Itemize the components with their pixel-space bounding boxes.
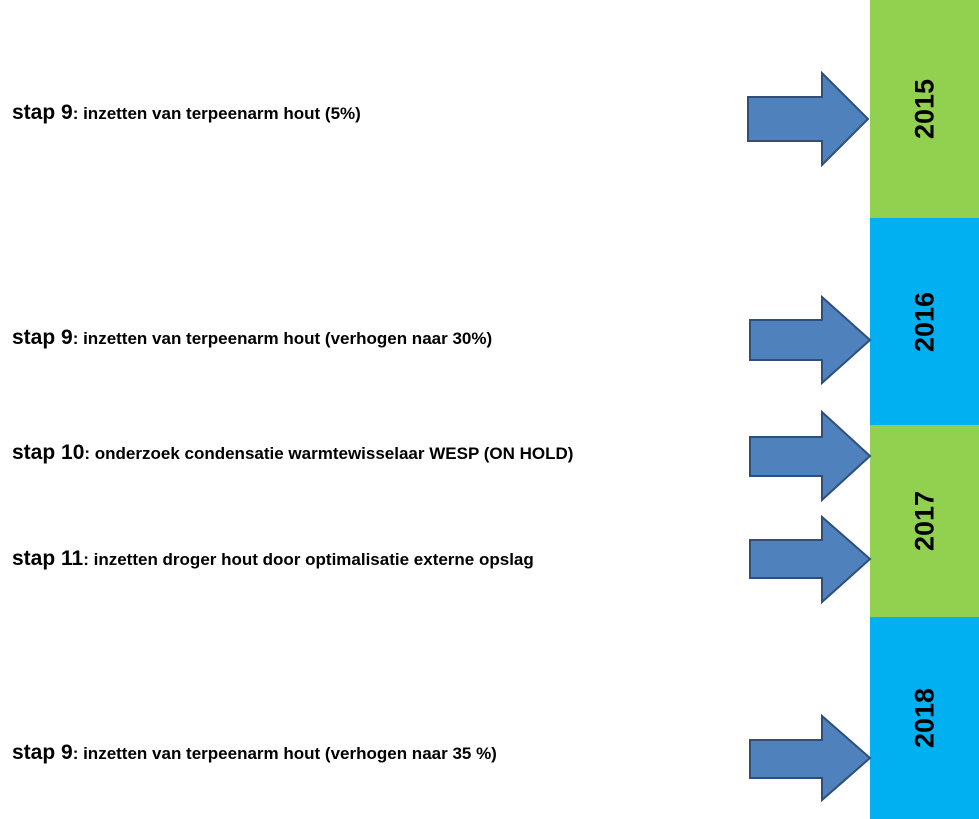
arrow — [749, 294, 872, 386]
arrow — [749, 514, 872, 605]
step: stap 9: inzetten van terpeenarm hout (ve… — [12, 738, 757, 769]
step-label: stap 9 — [12, 101, 73, 124]
step-label: stap 11 — [12, 547, 84, 570]
step-text: : inzetten van terpeenarm hout (verhogen… — [72, 744, 497, 763]
year-band: 2016 — [870, 218, 979, 425]
step-text: : inzetten van terpeenarm hout (5%) — [72, 104, 361, 123]
step-text: : inzetten droger hout door optimalisati… — [83, 550, 534, 569]
step: stap 9: inzetten van terpeenarm hout (ve… — [12, 323, 752, 354]
arrow — [747, 70, 870, 168]
year-band: 2018 — [870, 617, 979, 819]
step: stap 9: inzetten van terpeenarm hout (5%… — [12, 98, 752, 129]
step-label: stap 9 — [12, 326, 73, 349]
step-label: stap 10 — [12, 441, 85, 464]
step: stap 10: onderzoek condensatie warmtewis… — [12, 438, 732, 469]
year-band: 2017 — [870, 425, 979, 617]
arrow — [749, 713, 872, 803]
arrow — [749, 409, 872, 503]
step-text: : onderzoek condensatie warmtewisselaar … — [84, 444, 574, 463]
year-band: 2015 — [870, 0, 979, 218]
step-text: : inzetten van terpeenarm hout (verhogen… — [72, 329, 493, 348]
step-label: stap 9 — [12, 741, 73, 764]
step: stap 11: inzetten droger hout door optim… — [12, 544, 732, 575]
